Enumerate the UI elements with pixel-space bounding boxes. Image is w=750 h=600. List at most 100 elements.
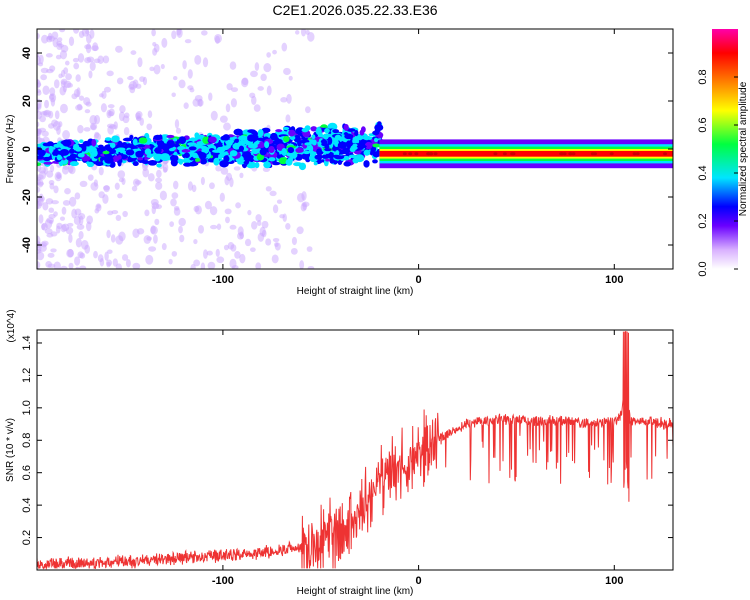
spectrogram-cell [268, 157, 276, 162]
spectrogram-y-tick-label: 0 [21, 146, 33, 152]
spectrogram-speckle [49, 219, 54, 225]
spectrogram-speckle [152, 41, 157, 47]
spectrogram-speckle [61, 206, 67, 215]
spectrogram-cell [234, 138, 239, 144]
spectrogram-speckle [214, 33, 222, 44]
spectrogram-speckle [136, 228, 145, 235]
spectrogram-speckle [174, 119, 180, 129]
spectrogram-cell [354, 129, 359, 137]
spectrogram-cell [343, 161, 352, 167]
spectrogram-speckle [193, 259, 201, 267]
spectrogram-cell [246, 156, 252, 162]
spectrogram-speckle [37, 200, 40, 210]
spectrogram-speckle [86, 56, 95, 63]
spectrogram-cell [363, 149, 371, 156]
spectrogram-speckle [290, 247, 298, 255]
spectrogram-speckle [71, 208, 77, 219]
snr-series-line [37, 331, 673, 570]
spectrogram-cell [166, 140, 176, 148]
colorbar-gradient [712, 29, 738, 269]
snr-x-tick-label: -100 [212, 575, 234, 587]
spectrogram-hotspot [559, 152, 564, 156]
spectrogram-speckle [65, 73, 72, 81]
spectrogram-speckle [73, 62, 80, 70]
spectrogram-speckle [300, 203, 307, 212]
spectrogram-cell [91, 139, 97, 147]
spectrogram-cell [270, 132, 278, 141]
spectrogram-speckle [201, 30, 208, 36]
spectrogram-speckle [75, 238, 82, 248]
spectrogram-hotspot [571, 152, 576, 156]
spectrogram-speckle [66, 249, 74, 258]
snr-y-tick-label: 0.2 [21, 530, 33, 545]
spectrogram-cell [66, 155, 76, 161]
spectrogram-cell [37, 162, 42, 167]
spectrogram-speckle [251, 95, 257, 106]
spectrogram-cell [109, 142, 116, 149]
spectrogram-speckle [230, 244, 237, 252]
spectrogram-speckle [77, 124, 84, 134]
spectrogram-cell [364, 141, 373, 150]
spectrogram-speckle [241, 77, 249, 88]
spectrogram-speckle [168, 258, 173, 265]
spectrogram-speckle [48, 207, 55, 213]
spectrogram-speckle [137, 57, 143, 68]
spectrogram-speckle [151, 29, 156, 37]
spectrogram-cell [377, 121, 382, 126]
spectrogram-cell [125, 149, 135, 156]
spectrogram-hotspot [609, 152, 614, 156]
spectrogram-cell [37, 155, 44, 160]
spectrogram-speckle [88, 70, 93, 79]
spectrogram-cell [332, 129, 339, 134]
spectrogram-y-tick-label: 40 [21, 47, 33, 59]
spectrogram-speckle [150, 225, 156, 234]
spectrogram-cell [316, 148, 323, 156]
spectrogram-speckle [161, 243, 167, 251]
spectrogram-speckle [265, 186, 272, 192]
spectrogram-speckle [68, 233, 73, 243]
spectrogram-cell [157, 143, 166, 150]
spectrogram-speckle [37, 128, 42, 135]
spectrogram-speckle [170, 198, 177, 207]
spectrogram-speckle [57, 43, 64, 48]
spectrogram-speckle [272, 49, 277, 55]
spectrogram-speckle [224, 176, 230, 186]
spectrogram-cell [337, 159, 343, 166]
spectrogram-speckle [37, 32, 40, 40]
spectrogram-cell [314, 154, 323, 160]
spectrogram-cell [183, 162, 192, 167]
spectrogram-cell [287, 146, 295, 154]
spectrogram-speckle [132, 178, 140, 187]
snr-y-tick-label: 1.0 [21, 400, 33, 415]
spectrogram-speckle [87, 174, 94, 181]
spectrogram-speckle [171, 192, 179, 199]
spectrogram-cell [334, 155, 345, 160]
spectrogram-speckle [156, 169, 162, 178]
spectrogram-cell [295, 147, 304, 153]
spectrogram-speckle [139, 117, 144, 126]
spectrogram-speckle [215, 248, 220, 257]
spectrogram-speckle [50, 164, 55, 173]
spectrogram-cell [327, 122, 338, 131]
spectrogram-cell [233, 128, 243, 135]
spectrogram-speckle [121, 254, 129, 261]
spectrogram-cell [275, 129, 283, 133]
spectrogram-speckle [115, 214, 122, 221]
snr-x-tick-label: 0 [416, 575, 422, 587]
spectrogram-speckle [76, 224, 85, 230]
spectrogram-speckle [37, 103, 42, 110]
spectrogram-speckle [223, 122, 231, 131]
spectrogram-speckle [187, 181, 193, 191]
spectrogram-speckle [193, 238, 198, 245]
spectrogram-cell [289, 151, 298, 159]
spectrogram-speckle [62, 85, 67, 93]
spectrogram-speckle [229, 224, 237, 230]
spectrogram-cell [229, 150, 238, 157]
spectrogram-speckle [220, 167, 229, 175]
spectrogram-hotspot [510, 152, 515, 156]
spectrogram-cell [259, 148, 267, 156]
spectrogram-speckle [46, 170, 54, 178]
spectrogram-cell [187, 142, 197, 146]
spectrogram-speckle [193, 205, 200, 213]
